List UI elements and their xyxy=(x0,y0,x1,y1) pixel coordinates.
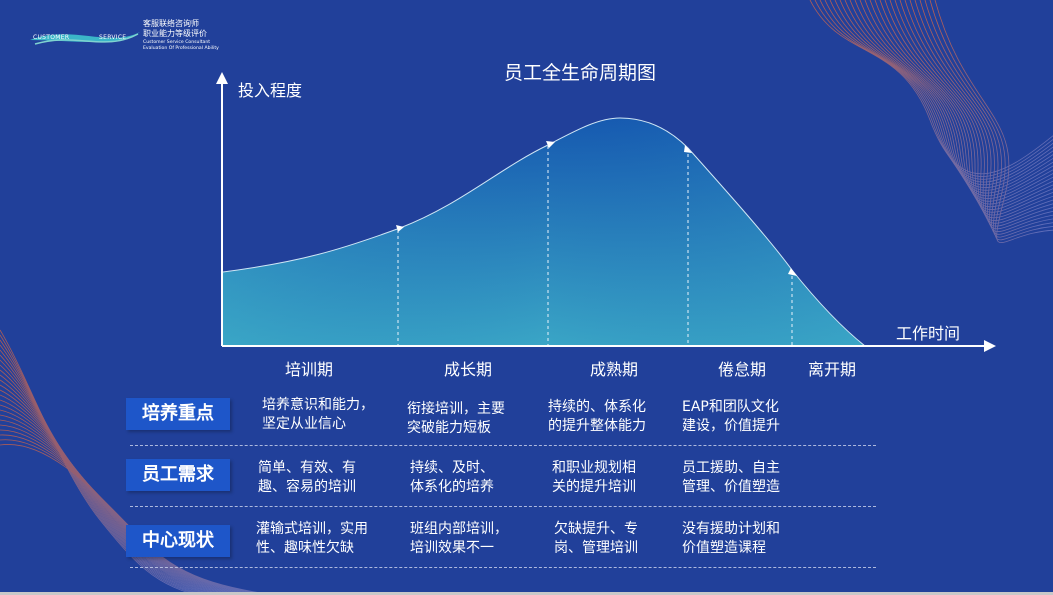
wave-line xyxy=(0,379,233,595)
table-cell: 灌输式培训，实用 性、趣味性欠缺 xyxy=(256,521,368,556)
row-label-training-focus: 培养重点 xyxy=(126,398,230,430)
y-axis-arrow xyxy=(216,72,228,84)
wave-line xyxy=(899,0,1053,224)
wave-line xyxy=(904,0,1053,227)
brand-cn-line1: 客服联络咨询师 xyxy=(143,19,199,28)
wave-line xyxy=(0,329,199,595)
diagram-title: 员工全生命周期图 xyxy=(503,62,656,84)
wave-line xyxy=(919,0,1053,235)
table-cell: 欠缺提升、专 岗、管理培训 xyxy=(554,521,638,556)
stage-label-growth: 成长期 xyxy=(443,360,492,379)
row-label-current-status: 中心现状 xyxy=(126,525,230,557)
wave-line xyxy=(909,0,1053,230)
wave-line xyxy=(839,0,1053,191)
curve-arrow xyxy=(396,225,404,232)
curve-arrow xyxy=(546,141,555,148)
wave-line xyxy=(844,0,1053,194)
customer-service-logo xyxy=(30,32,140,45)
wave-line xyxy=(934,0,1053,243)
wave-line xyxy=(824,0,1053,183)
table-cell: 持续、及时、 体系化的培养 xyxy=(410,460,494,495)
wave-line xyxy=(819,0,1053,180)
wave-line xyxy=(829,0,1053,186)
wave-line xyxy=(0,384,237,595)
wave-line xyxy=(859,0,1053,202)
wave-line xyxy=(884,0,1053,216)
wave-line xyxy=(809,0,1053,175)
wave-line xyxy=(0,374,230,595)
table-cell: 持续的、体系化 的提升整体能力 xyxy=(548,399,646,434)
table-cell: 班组内部培训， 培训效果不一 xyxy=(410,521,508,556)
wave-line xyxy=(869,0,1053,208)
wave-line xyxy=(0,334,202,595)
brand-cn-line2: 职业能力等级评价 xyxy=(143,29,207,38)
y-axis-label: 投入程度 xyxy=(238,81,303,100)
wave-line xyxy=(0,354,216,595)
row-divider xyxy=(130,445,876,446)
wave-line xyxy=(874,0,1053,210)
stage-label-burnout: 倦怠期 xyxy=(717,360,766,379)
stage-label-training: 培训期 xyxy=(284,360,333,379)
wave-line xyxy=(924,0,1053,238)
logo-word-right: SERVICE xyxy=(99,34,127,41)
table-cell: 和职业规划相 关的提升培训 xyxy=(552,460,636,495)
wave-line xyxy=(814,0,1053,177)
row-divider xyxy=(130,506,876,507)
row-label-employee-needs: 员工需求 xyxy=(126,459,230,491)
table-cell: 没有援助计划和 价值塑造课程 xyxy=(682,521,780,556)
wave-line xyxy=(864,0,1053,205)
wave-line xyxy=(0,359,220,595)
table-cell: EAP和团队文化 建设，价值提升 xyxy=(682,399,780,434)
wave-line xyxy=(0,339,206,595)
wave-line xyxy=(834,0,1053,188)
wave-line xyxy=(879,0,1053,213)
wave-line xyxy=(929,0,1053,241)
wave-line xyxy=(0,344,209,595)
brand-cn: 客服联络咨询师 职业能力等级评价 xyxy=(143,19,207,39)
wave-line xyxy=(0,394,244,595)
table-cell: 简单、有效、有 趣、容易的培训 xyxy=(258,460,356,495)
wave-line xyxy=(894,0,1053,221)
wave-line xyxy=(854,0,1053,199)
wave-line xyxy=(914,0,1053,232)
curve-arrow xyxy=(684,145,692,153)
x-axis-arrow xyxy=(984,340,996,352)
row-divider xyxy=(130,567,876,568)
table-cell: 培养意识和能力， 坚定从业信心 xyxy=(262,397,374,432)
brand-en-line1: Customer Service Consultant xyxy=(143,40,211,45)
brand-en: Customer Service Consultant Evaluation O… xyxy=(143,40,219,52)
bottom-border xyxy=(0,592,1053,595)
curve-arrow xyxy=(788,268,797,276)
wave-line xyxy=(0,364,223,595)
table-cell: 员工援助、自主 管理、价值塑造 xyxy=(682,460,780,495)
wave-line xyxy=(0,369,226,595)
wave-line xyxy=(0,389,240,595)
table-cell: 衔接培训，主要 突破能力短板 xyxy=(407,401,505,436)
wave-line xyxy=(849,0,1053,197)
wave-line xyxy=(0,349,213,595)
stage-label-leaving: 离开期 xyxy=(807,360,856,379)
stage-label-mature: 成熟期 xyxy=(589,360,638,379)
x-axis-label: 工作时间 xyxy=(896,324,961,343)
wave-line xyxy=(889,0,1053,219)
logo-word-left: CUSTOMER xyxy=(33,34,70,41)
brand-en-line2: Evaluation Of Professional Ability xyxy=(143,46,219,51)
